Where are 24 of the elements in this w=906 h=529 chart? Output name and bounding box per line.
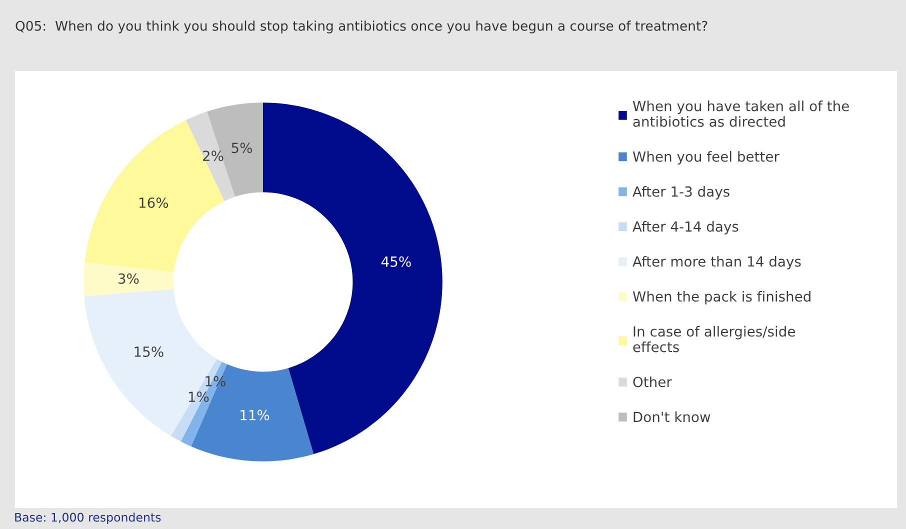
data-label: 1% xyxy=(188,392,209,402)
legend-label: When you have taken all of the antibiotics as directed xyxy=(632,100,849,127)
legend-label: Don't know xyxy=(634,411,710,422)
legend-label: When you feel better xyxy=(632,151,780,165)
data-label: 45% xyxy=(381,256,411,267)
legend-label: In case of allergies/side effects xyxy=(633,326,795,352)
donut-slice xyxy=(84,120,224,272)
chart-title: Q05: When do you think you should stop taking antibiotics once you have begun a course of treatment? xyxy=(16,20,708,34)
donut-slice xyxy=(180,362,228,446)
legend-label: Other xyxy=(633,376,672,388)
donut-slice xyxy=(84,262,174,296)
legend-label: After more than 14 days xyxy=(632,256,801,270)
data-label: 16% xyxy=(139,197,168,208)
donut-slice xyxy=(191,364,314,462)
data-label: 3% xyxy=(118,273,139,284)
data-label: 2% xyxy=(202,150,224,162)
data-label: 15% xyxy=(134,346,164,357)
data-label: 1% xyxy=(206,376,226,386)
data-label: 11% xyxy=(240,410,270,420)
text: Base: 1,000 respondents xyxy=(15,512,161,524)
legend-label: When the pack is finished xyxy=(632,290,810,304)
data-label: 5% xyxy=(232,142,252,154)
legend-label: After 4-14 days xyxy=(632,221,738,234)
legend-label: After 1-3 days xyxy=(632,186,730,200)
